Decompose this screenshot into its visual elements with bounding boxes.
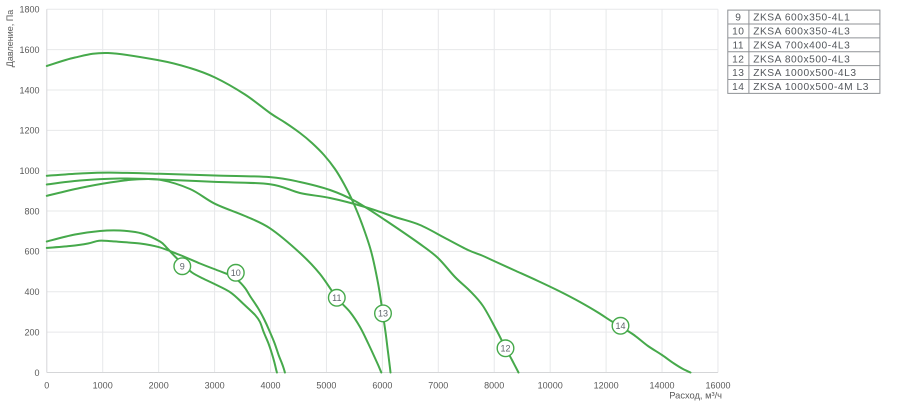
svg-text:13: 13	[378, 309, 388, 319]
svg-text:5000: 5000	[316, 380, 336, 390]
svg-text:2000: 2000	[149, 380, 169, 390]
svg-text:10: 10	[231, 268, 241, 278]
svg-text:0: 0	[34, 368, 39, 378]
svg-text:1200: 1200	[19, 126, 39, 136]
svg-text:7000: 7000	[428, 380, 448, 390]
svg-text:9: 9	[180, 261, 185, 271]
svg-text:8000: 8000	[484, 380, 504, 390]
svg-text:400: 400	[24, 287, 39, 297]
svg-text:ZKSA 600x350-4L1: ZKSA 600x350-4L1	[753, 13, 850, 24]
svg-text:ZKSA 600x350-4L3: ZKSA 600x350-4L3	[753, 27, 850, 38]
svg-text:1000: 1000	[93, 380, 113, 390]
svg-text:4000: 4000	[260, 380, 280, 390]
svg-text:14: 14	[615, 321, 625, 331]
svg-text:12000: 12000	[594, 380, 619, 390]
svg-text:14: 14	[732, 82, 744, 93]
svg-text:11: 11	[332, 293, 341, 303]
svg-text:6000: 6000	[372, 380, 392, 390]
svg-text:200: 200	[24, 327, 39, 337]
svg-text:14000: 14000	[649, 380, 674, 390]
svg-text:ZKSA 700x400-4L3: ZKSA 700x400-4L3	[753, 40, 850, 51]
svg-text:9: 9	[735, 13, 741, 24]
svg-text:10000: 10000	[538, 380, 563, 390]
svg-text:12: 12	[500, 344, 510, 354]
svg-text:ZKSA 1000x500-4M L3: ZKSA 1000x500-4M L3	[753, 82, 869, 93]
svg-text:16000: 16000	[705, 380, 730, 390]
svg-text:1400: 1400	[19, 85, 39, 95]
svg-text:13: 13	[732, 68, 744, 79]
svg-text:Давление, Па: Давление, Па	[5, 10, 15, 67]
svg-text:800: 800	[24, 206, 39, 216]
svg-text:Расход, м³/ч: Расход, м³/ч	[669, 391, 722, 401]
svg-text:0: 0	[44, 380, 49, 390]
svg-text:10: 10	[732, 27, 744, 38]
svg-text:1000: 1000	[19, 166, 39, 176]
svg-text:ZKSA 1000x500-4L3: ZKSA 1000x500-4L3	[753, 68, 856, 79]
svg-text:3000: 3000	[205, 380, 225, 390]
svg-text:1800: 1800	[19, 5, 39, 15]
svg-text:1600: 1600	[19, 45, 39, 55]
svg-text:12: 12	[732, 54, 744, 65]
svg-text:11: 11	[732, 40, 744, 51]
svg-text:ZKSA 800x500-4L3: ZKSA 800x500-4L3	[753, 54, 850, 65]
svg-text:600: 600	[24, 247, 39, 257]
